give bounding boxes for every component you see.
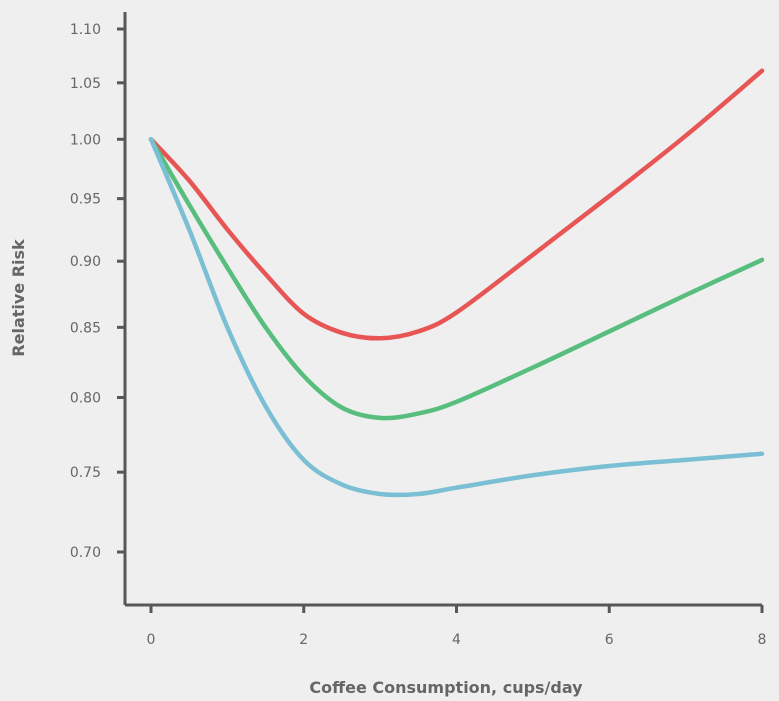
y-tick-label-8: 1.10 <box>70 22 101 38</box>
x-tick-label-3: 6 <box>605 632 614 648</box>
x-tick-label-1: 2 <box>299 632 308 648</box>
y-tick-label-1: 0.75 <box>70 465 101 481</box>
y-tick-label-3: 0.85 <box>70 320 101 336</box>
y-tick-label-0: 0.70 <box>70 545 101 561</box>
y-axis-title: Relative Risk <box>9 239 28 357</box>
y-tick-label-2: 0.80 <box>70 390 101 406</box>
labels-layer: Relative Risk Coffee Consumption, cups/d… <box>9 239 583 697</box>
x-tick-label-0: 0 <box>147 632 156 648</box>
x-axis-title: Coffee Consumption, cups/day <box>309 678 583 697</box>
x-tick-label-2: 4 <box>452 632 461 648</box>
y-tick-label-4: 0.90 <box>70 254 101 270</box>
y-tick-label-7: 1.05 <box>70 76 101 92</box>
axes-layer <box>123 12 762 607</box>
ticks-layer: 0.70 0.75 0.80 0.85 0.90 0.95 1.00 1.05 1.10 0 2 4 6… <box>70 22 767 648</box>
y-tick-label-5: 0.95 <box>70 192 101 208</box>
x-tick-label-4: 8 <box>758 632 767 648</box>
series-line-0 <box>148 68 765 341</box>
y-tick-label-6: 1.00 <box>70 132 101 148</box>
series-layer <box>148 68 765 498</box>
series-line-1 <box>148 137 765 421</box>
series-line-2 <box>148 137 765 498</box>
